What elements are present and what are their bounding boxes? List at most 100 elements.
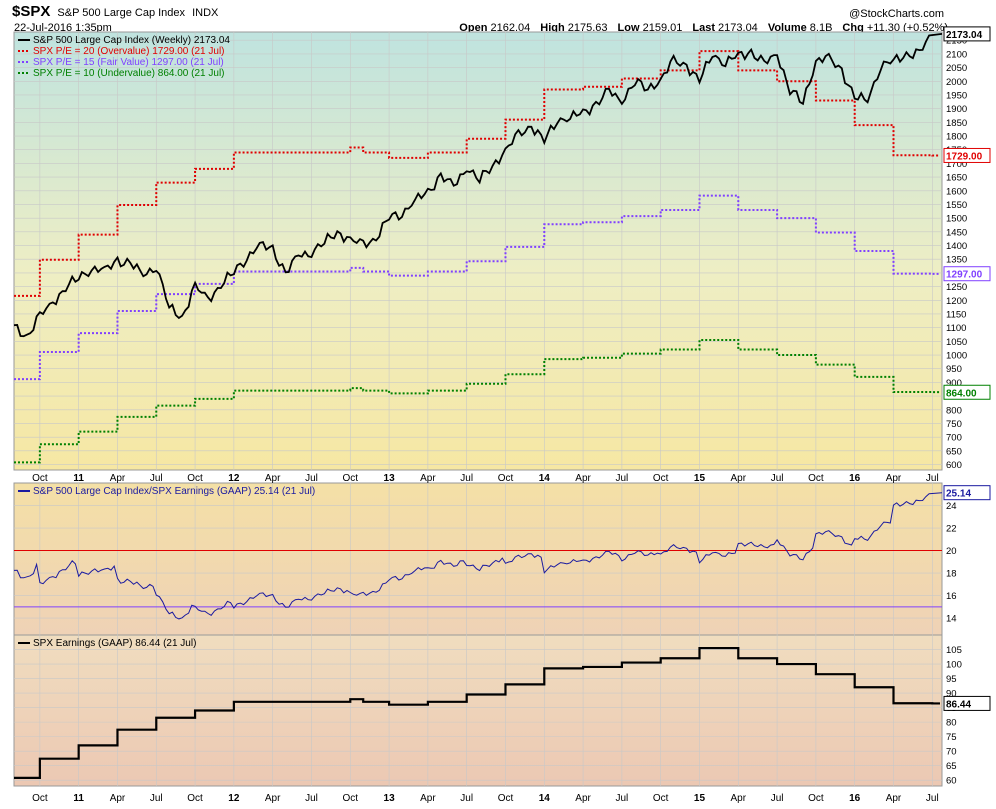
x-axis-label-top: Apr: [886, 473, 902, 484]
y-tick-label: 1450: [946, 227, 967, 238]
x-axis-label-bottom: Apr: [886, 793, 902, 804]
y-tick-label: 650: [946, 446, 962, 457]
undervalue-pe10-line: [14, 338, 940, 464]
y-tick-label: 1950: [946, 90, 967, 101]
y-tick-label: 20: [946, 546, 957, 557]
price-tag-box: [943, 485, 991, 501]
x-axis-label-bottom: 11: [73, 793, 84, 804]
y-tick-label: 14: [946, 614, 957, 625]
x-axis-label-bottom: 13: [384, 793, 396, 804]
y-tick-label: 2100: [946, 49, 967, 60]
y-tick-label: 1200: [946, 296, 967, 307]
quote-value-chg: +11.30 (+0.52%): [863, 22, 948, 34]
y-tick-label: 22: [946, 524, 957, 535]
x-axis-label-top: Jul: [926, 473, 939, 484]
brand[interactable]: @StockCharts.com: [849, 8, 944, 20]
y-tick-label: 1800: [946, 132, 967, 143]
quote-value-open: 2162.04: [487, 22, 531, 34]
x-axis-label-bottom: 16: [849, 793, 861, 804]
x-axis-label-top: Apr: [420, 473, 436, 484]
index-name: S&P 500 Large Cap Index: [57, 7, 186, 19]
y-tick-label: 600: [946, 460, 962, 471]
panel-pe: [13, 482, 943, 636]
price-tag: 1297.00: [943, 266, 991, 282]
price-tag: 25.14: [943, 485, 991, 501]
exchange: INDX: [192, 7, 219, 19]
y-tick-label: 65: [946, 761, 957, 772]
price-tag-label: 1729.00: [946, 151, 983, 162]
x-axis-label-bottom: Jul: [615, 793, 628, 804]
price-tag: 1729.00: [943, 147, 991, 163]
price-tag-label: 86.44: [946, 699, 971, 710]
y-tick-label: 16: [946, 591, 957, 602]
x-axis-label-bottom: Apr: [265, 793, 281, 804]
y-tick-label: 1500: [946, 214, 967, 225]
price-tag-box: [943, 147, 991, 163]
x-axis-label-bottom: Jul: [150, 793, 163, 804]
x-axis-label-top: Oct: [498, 473, 514, 484]
y-tick-label: 1600: [946, 186, 967, 197]
x-axis-label-bottom: Jul: [771, 793, 784, 804]
x-axis-label-top: Jul: [615, 473, 628, 484]
price-tag: 86.44: [943, 695, 991, 711]
x-axis-label-bottom: Jul: [305, 793, 318, 804]
x-axis-label-top: Jul: [460, 473, 473, 484]
x-axis-label-top: Oct: [187, 473, 203, 484]
panel-earnings: [13, 634, 943, 787]
x-axis-label-top: Jul: [771, 473, 784, 484]
x-axis-label-top: Apr: [265, 473, 281, 484]
x-axis-label-top: 14: [539, 473, 551, 484]
x-axis-label-top: Apr: [575, 473, 591, 484]
y-tick-label: 1550: [946, 200, 967, 211]
y-tick-label: 90: [946, 689, 957, 700]
x-axis-label-top: Oct: [32, 473, 48, 484]
y-tick-label: 70: [946, 747, 957, 758]
price-tag-label: 864.00: [946, 388, 977, 399]
spx-price-line: [13, 33, 943, 338]
quote-value-high: 2175.63: [564, 22, 608, 34]
price-tag: 864.00: [943, 384, 991, 400]
y-tick-label: 700: [946, 433, 962, 444]
x-axis-label-bottom: 15: [694, 793, 706, 804]
x-axis-label-top: Apr: [110, 473, 126, 484]
price-tag: 2173.04: [943, 26, 991, 42]
y-tick-label: 80: [946, 718, 957, 729]
price-tag-box: [943, 384, 991, 400]
quote-label-chg: Chg: [842, 22, 864, 34]
x-axis-label-top: Jul: [150, 473, 163, 484]
y-tick-label: 1850: [946, 118, 967, 129]
pe-legend: S&P 500 Large Cap Index/SPX Earnings (GA…: [33, 486, 315, 497]
quote-label-high: High: [540, 22, 565, 34]
x-axis-label-top: Oct: [653, 473, 669, 484]
x-axis-label-bottom: Apr: [731, 793, 747, 804]
y-tick-label: 800: [946, 405, 962, 416]
x-axis-label-bottom: Apr: [575, 793, 591, 804]
quote-value-volume: 8.1B: [806, 22, 833, 34]
x-axis-label-bottom: Oct: [653, 793, 669, 804]
panel-price: [13, 31, 943, 471]
legend-entry: SPX P/E = 20 (Overvalue) 1729.00 (21 Jul…: [33, 46, 225, 57]
x-axis-label-bottom: Apr: [110, 793, 126, 804]
legend-entry: SPX P/E = 10 (Undervalue) 864.00 (21 Jul…: [33, 68, 225, 79]
x-axis-label-top: 12: [228, 473, 240, 484]
y-tick-label: 1150: [946, 309, 966, 320]
overvalue-pe20-line: [14, 50, 940, 297]
x-axis-label-top: 15: [694, 473, 706, 484]
x-axis-label-top: Jul: [305, 473, 318, 484]
x-axis-label-bottom: 14: [539, 793, 551, 804]
x-axis-label-bottom: Oct: [342, 793, 358, 804]
symbol-title: $SPX S&P 500 Large Cap Index INDX: [12, 3, 218, 20]
y-tick-label: 100: [946, 660, 962, 671]
symbol: $SPX: [12, 3, 51, 20]
y-tick-label: 1700: [946, 159, 967, 170]
fairvalue-pe15-line: [14, 194, 940, 381]
y-tick-label: 750: [946, 419, 962, 430]
y-tick-label: 1100: [946, 323, 966, 334]
datetime: 22-Jul-2016 1:35pm: [14, 22, 112, 34]
quote-label-open: Open: [459, 22, 488, 34]
y-tick-label: 1000: [946, 351, 967, 362]
y-tick-label: 75: [946, 732, 957, 743]
x-axis-label-bottom: Oct: [187, 793, 203, 804]
